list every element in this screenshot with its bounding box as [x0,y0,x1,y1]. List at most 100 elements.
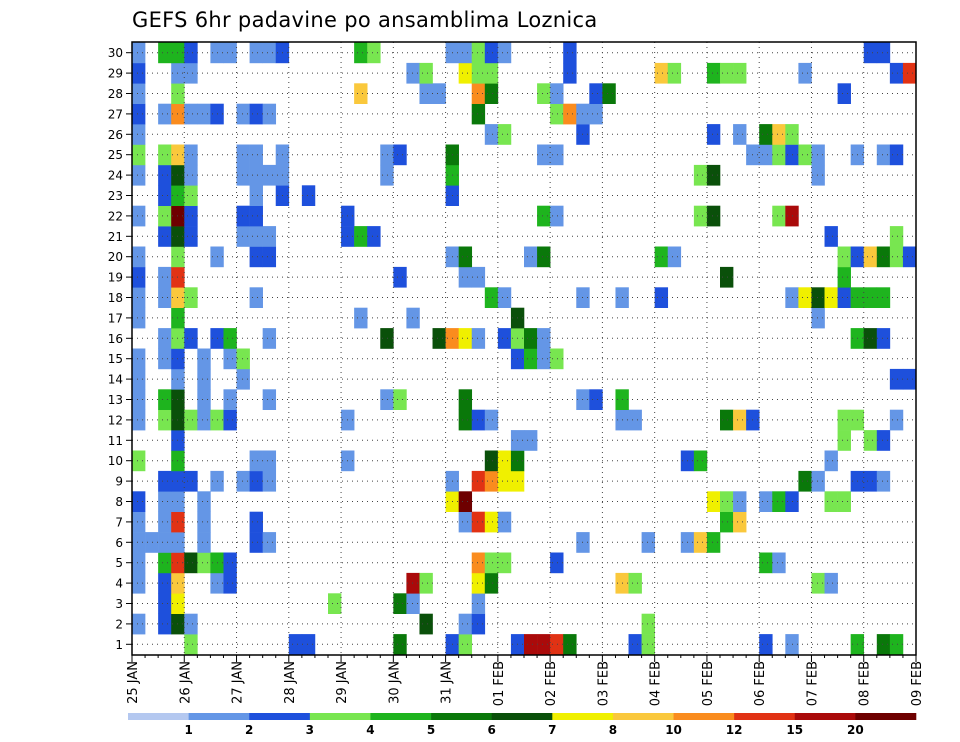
heatmap-cell [563,42,577,64]
y-tick-label: 6 [115,536,123,550]
heatmap-cell [419,62,433,84]
y-tick-label: 13 [108,393,123,407]
heatmap-cell [654,246,669,268]
legend-swatch [188,713,250,720]
y-tick-label: 14 [108,373,123,387]
x-tick-label: 28 JAN [283,661,298,704]
x-tick-label: 29 JAN [335,661,350,704]
heatmap-cell [550,83,564,104]
heatmap-cell [537,328,551,349]
heatmap-cell [733,409,747,431]
heatmap-cell [537,83,551,104]
heatmap-cell [249,532,263,553]
heatmap-cell [132,491,146,512]
heatmap-cell [863,287,878,308]
heatmap-cell [406,593,420,614]
y-tick-label: 16 [108,332,123,346]
heatmap-cell [458,613,473,635]
x-tick-label: 31 JAN [440,661,455,704]
heatmap-cell [132,409,146,431]
legend-swatch [612,713,674,720]
heatmap-cell [132,613,146,635]
heatmap-cell [223,389,237,410]
heatmap-cell [223,348,237,370]
heatmap-cell [380,328,394,349]
legend-label: 20 [847,723,864,737]
heatmap-cell [798,470,812,492]
heatmap-cell [876,42,891,64]
heatmap-cell [524,328,538,349]
x-tick-label: 07 FEB [805,661,820,706]
heatmap-cell [249,103,263,125]
heatmap-cell [249,164,263,186]
heatmap-cell [132,389,146,410]
legend-swatch [552,713,614,720]
heatmap-cell [184,164,198,186]
y-tick-label: 2 [115,617,123,631]
heatmap-cell [902,62,917,84]
heatmap-cell [471,62,486,84]
heatmap-cell [132,124,146,145]
heatmap-cell [889,62,904,84]
heatmap-cell [458,62,473,84]
heatmap-cell [262,470,277,492]
heatmap-cell [693,450,708,472]
heatmap-cell [706,532,721,553]
y-tick-label: 5 [115,556,123,570]
heatmap-cell [249,185,263,206]
heatmap-cell [158,572,172,594]
heatmap-cell [484,83,499,104]
heatmap-cell [876,144,891,166]
heatmap-cell [132,287,146,308]
legend-swatch [431,713,492,720]
heatmap-cell [589,389,603,410]
heatmap-cell [471,409,486,431]
y-tick-label: 8 [115,495,123,509]
x-tick-label: 09 FEB [910,661,925,706]
heatmap-cell [641,613,655,635]
x-tick-label: 08 FEB [858,661,873,706]
heatmap-cell [249,470,263,492]
heatmap-cell [158,287,172,308]
x-tick-label: 25 JAN [126,661,141,704]
heatmap-cell [184,226,198,247]
heatmap-cell [563,103,577,125]
heatmap-cell [537,634,551,655]
heatmap-cell [145,532,159,553]
heatmap-cell [798,287,812,308]
heatmap-cell [249,226,263,247]
heatmap-cell [406,572,420,594]
heatmap-cell [458,409,473,431]
heatmap-cell [837,491,851,512]
heatmap-cell [132,62,146,84]
heatmap-cell [824,226,838,247]
heatmap-cell [197,511,211,533]
heatmap-cell [184,144,198,166]
heatmap-cell [484,409,499,431]
heatmap-cell [733,62,747,84]
heatmap-cell [759,124,773,145]
legend-label: 10 [665,723,682,737]
heatmap-cell [184,634,198,655]
heatmap-cell [236,205,250,227]
heatmap-cell [628,409,642,431]
heatmap-cell [497,552,512,574]
heatmap-cell [184,409,198,431]
heatmap-cell [863,470,878,492]
heatmap-cell [393,389,407,410]
heatmap-cell [772,124,786,145]
heatmap-cell [772,491,786,512]
heatmap-cell [458,42,473,64]
heatmap-cell [158,491,172,512]
heatmap-cell [720,409,734,431]
heatmap-cell [132,164,146,186]
heatmap-cell [184,185,198,206]
y-tick-label: 28 [108,87,123,101]
y-axis: 1234567891011121314151617181920212223242… [108,46,132,652]
y-tick-label: 25 [108,148,123,162]
heatmap-cell [772,144,786,166]
heatmap-cell [811,144,825,166]
heatmap-cell [158,613,172,635]
heatmap-cell [889,226,904,247]
y-tick-label: 30 [108,46,123,60]
